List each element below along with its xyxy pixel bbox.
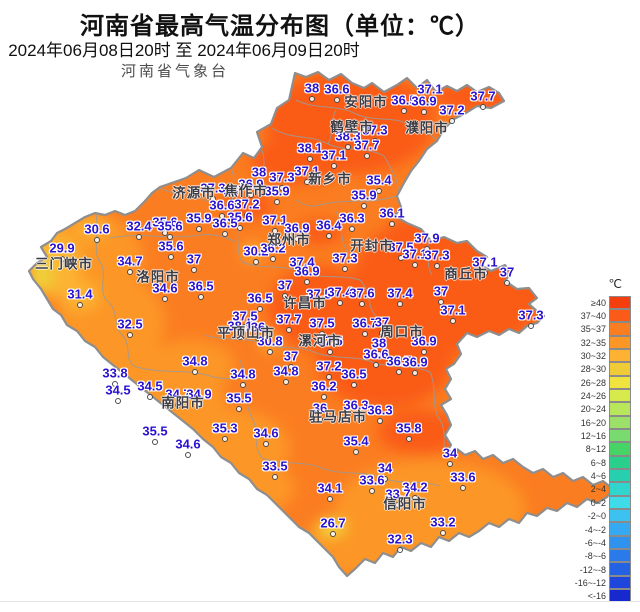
legend-row: 26~28: [556, 375, 632, 389]
temperature-patch: [296, 220, 344, 244]
legend-band-label: 37~40: [580, 311, 606, 322]
legend-band-label: 16~20: [580, 417, 606, 428]
legend-row: 20~24: [556, 402, 632, 416]
legend-row: ≥40: [556, 295, 632, 309]
legend-band-label: 20~24: [580, 404, 606, 415]
legend-band-swatch: [609, 322, 631, 336]
legend-band-swatch: [609, 308, 631, 323]
date-range: 2024年06月08日20时 至 2024年06月09日20时: [8, 41, 360, 60]
temperature-patch: [29, 252, 55, 292]
legend-row: 32~35: [556, 335, 632, 349]
legend-band-label: ≥40: [591, 297, 606, 308]
temperature-patch: [145, 340, 235, 390]
legend-band-label: 32~35: [580, 337, 606, 348]
legend-band-label: 0~2: [590, 497, 606, 508]
legend-band-label: -6~-4: [584, 537, 606, 548]
legend-band-swatch: [609, 375, 631, 389]
legend-band-swatch: [609, 522, 631, 536]
legend-band-swatch: [609, 468, 631, 483]
legend-row: 37~40: [556, 308, 632, 323]
legend-band-label: -12~-8: [579, 564, 606, 575]
legend-band-label: 12~16: [580, 431, 606, 442]
legend-band-swatch: [609, 455, 631, 469]
temperature-fill-layer: [29, 72, 613, 576]
legend-band-label: -16~-12: [574, 577, 606, 588]
legend-row: -12~-8: [556, 562, 632, 576]
temperature-patch: [321, 524, 339, 534]
legend-band-label: 8~12: [585, 444, 606, 455]
legend-rows: ≥40 37~40 35~37 32~35 30~32 28~30 26~28 24~26 20…: [556, 295, 632, 603]
legend-row: -16~-12: [556, 575, 632, 590]
legend-row: 35~37: [556, 322, 632, 336]
legend-band-label: <-16: [587, 591, 606, 602]
legend-band-label: 35~37: [580, 324, 606, 335]
legend-band-swatch: [609, 415, 631, 429]
legend-band-swatch: [609, 295, 631, 309]
legend-band-swatch: [609, 402, 631, 416]
legend-band-label: 26~28: [580, 377, 606, 388]
legend-band-swatch: [609, 549, 631, 563]
legend-band-swatch: [609, 348, 631, 363]
legend-row: 28~30: [556, 362, 632, 376]
legend-band-label: 2~4: [590, 484, 606, 495]
legend-band-label: 6~8: [590, 457, 606, 468]
temperature-patch: [222, 193, 274, 219]
legend-band-swatch: [609, 509, 631, 523]
legend-band-swatch: [609, 388, 631, 403]
legend-band-label: -8~-6: [584, 551, 606, 562]
temperature-patch: [75, 217, 109, 239]
temperature-patch: [60, 281, 100, 311]
legend-band-swatch: [609, 482, 631, 496]
temperature-patch: [260, 336, 278, 350]
legend-row: -8~-6: [556, 549, 632, 563]
legend-row: -6~-4: [556, 535, 632, 550]
legend-band-label: -2~0: [587, 511, 606, 522]
legend-row: 6~8: [556, 455, 632, 469]
legend-unit: ℃: [608, 277, 622, 291]
legend-band-label: 30~32: [580, 351, 606, 362]
legend-row: -4~-2: [556, 522, 632, 536]
legend-row: 4~6: [556, 468, 632, 483]
legend-band-label: -4~-2: [584, 524, 606, 535]
temperature-patch: [268, 266, 372, 350]
legend-band-swatch: [609, 562, 631, 576]
legend-band-label: 28~30: [580, 364, 606, 375]
legend-row: 0~2: [556, 495, 632, 509]
temperature-patch: [242, 244, 264, 260]
legend-row: 8~12: [556, 442, 632, 456]
page-title: 河南省最高气温分布图（单位：℃）: [80, 13, 480, 40]
legend-band-swatch: [609, 575, 631, 590]
legend-row: 24~26: [556, 388, 632, 403]
legend-band-swatch: [609, 428, 631, 443]
temperature-patch: [250, 136, 350, 184]
temperature-patch: [295, 520, 405, 576]
source-label: 河南省气象台: [120, 64, 229, 80]
province-outline: [27, 70, 615, 578]
temperature-legend: ℃ ≥40 37~40 35~37 32~35 30~32 28~30 26~28 24~26…: [556, 277, 632, 603]
legend-band-label: 4~6: [590, 471, 606, 482]
legend-row: 30~32: [556, 348, 632, 363]
legend-row: 12~16: [556, 428, 632, 443]
legend-band-swatch: [609, 335, 631, 349]
legend-band-swatch: [609, 362, 631, 376]
legend-band-label: 24~26: [580, 391, 606, 402]
bottom-divider: [0, 601, 640, 602]
legend-row: -2~0: [556, 509, 632, 523]
legend-row: 16~20: [556, 415, 632, 429]
legend-band-swatch: [609, 535, 631, 550]
legend-band-swatch: [609, 495, 631, 509]
legend-row: 2~4: [556, 482, 632, 496]
legend-band-swatch: [609, 442, 631, 456]
